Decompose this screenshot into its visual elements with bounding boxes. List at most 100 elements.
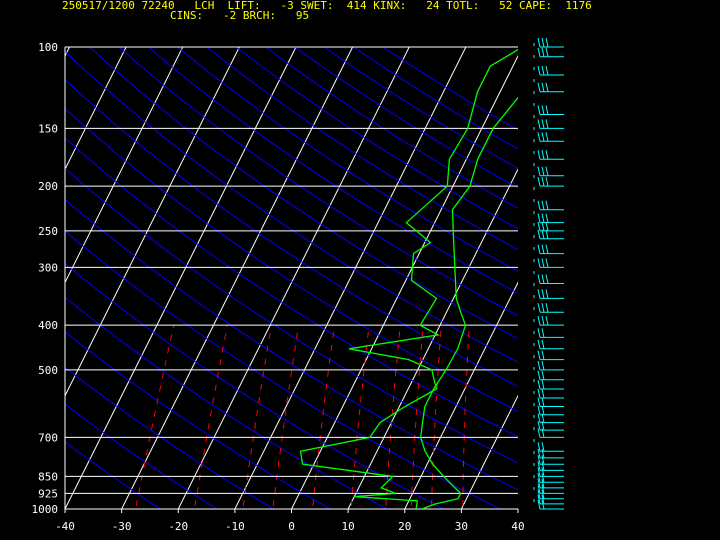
wind-barb-feather [541, 370, 545, 380]
isotherm-line [0, 26, 23, 519]
dry-adiabat-line [118, 47, 518, 317]
wind-barb-feather [545, 258, 549, 268]
wind-barb-feather [537, 360, 541, 371]
wind-barb-feather [545, 200, 549, 210]
wind-barb-feather [537, 494, 541, 505]
wind-barb-feather [545, 244, 549, 254]
mixing-ratio-line [312, 325, 335, 509]
wind-barb-feather [545, 65, 549, 76]
wind-barb [537, 388, 564, 399]
wind-barb [537, 258, 564, 268]
wind-barb-feather [537, 448, 541, 458]
wind-barb-feather [537, 221, 541, 231]
dewpoint-profile-line [299, 48, 518, 509]
wind-barb-feather [541, 37, 545, 48]
isotherm-line [404, 281, 518, 509]
isotherm-line [121, 47, 354, 509]
wind-barb-feather [537, 405, 541, 415]
wind-barb [537, 200, 564, 211]
wind-barb-feather [541, 489, 545, 499]
wind-barb-feather [541, 150, 545, 160]
mixing-ratio-lines [135, 325, 470, 509]
wind-barb [537, 467, 564, 477]
pressure-tick-label: 700 [38, 431, 58, 444]
isotherm-line [65, 47, 127, 171]
wind-barb [537, 176, 564, 187]
isotherm-line [460, 394, 518, 509]
wind-barb [537, 489, 564, 500]
pressure-tick-label: 100 [38, 41, 58, 54]
wind-barb-feather [537, 258, 541, 268]
wind-barb-feather [541, 176, 545, 187]
mixing-ratio-line [193, 325, 228, 509]
wind-barb [537, 82, 564, 93]
wind-barb-feather [541, 360, 545, 371]
isotherm-line [290, 54, 518, 509]
wind-barb-feather [541, 200, 545, 210]
wind-barb-feather [541, 303, 545, 313]
isotherm-line [177, 47, 410, 509]
wind-barb-feather [537, 421, 541, 431]
wind-barb [537, 119, 564, 129]
wind-barb [537, 484, 564, 494]
wind-barb [537, 132, 564, 142]
wind-barb-feather [537, 455, 541, 465]
mixing-ratio-line [462, 325, 470, 509]
temperature-tick-label: 20 [398, 520, 411, 533]
wind-barb [537, 473, 564, 483]
temperature-axis-labels: -40 -30 -20 -10 0 10 20 30 40 [55, 509, 525, 533]
dry-adiabat-line [381, 47, 518, 131]
sounding-indices-header: 250517/1200 72240 LCH LIFT: -3 SWET: 414… [62, 0, 592, 12]
wind-barb-feather [545, 303, 549, 313]
wind-barb-feather [541, 132, 545, 142]
wind-barb-feather [541, 82, 545, 92]
wind-barb [537, 105, 564, 116]
wind-barb [537, 244, 564, 255]
wind-barb-feather [537, 442, 541, 452]
wind-barb-feather [541, 388, 545, 399]
mixing-ratio-line [272, 325, 300, 509]
wind-barb-feather [541, 379, 545, 390]
wind-barb-feather [545, 316, 549, 326]
wind-barb [537, 448, 564, 459]
wind-barb [537, 289, 564, 299]
wind-barb-feather [541, 47, 545, 57]
pressure-axis-labels: 100 150 200 250 300 400 500 700 850 925 1000 [32, 41, 59, 516]
dry-adiabat-line [206, 47, 518, 251]
dry-adiabat-line [65, 403, 218, 509]
wind-barb-feather [545, 289, 549, 299]
wind-barb [537, 213, 564, 224]
wind-barb-feather [541, 316, 545, 326]
pressure-tick-label: 150 [38, 122, 58, 135]
temperature-tick-label: -10 [225, 520, 245, 533]
wind-barb-feather [537, 397, 541, 407]
wind-barb-feather [545, 105, 549, 115]
wind-barb-feather [541, 244, 545, 254]
wind-barbs [533, 37, 564, 510]
wind-barb-feather [541, 221, 545, 231]
pressure-tick-label: 200 [38, 180, 58, 193]
wind-barb-feather [541, 494, 545, 505]
wind-barb-feather [541, 405, 545, 415]
dry-adiabat-line [65, 366, 275, 509]
wind-barb-feather [545, 47, 549, 57]
wind-barb [537, 303, 564, 313]
wind-barb-feather [541, 274, 545, 284]
wind-barb-feather [541, 448, 545, 458]
sounding-indices-header-2: CINS: -2 BRCH: 95 [170, 9, 310, 22]
wind-barb-feather [537, 428, 541, 438]
wind-barb-feather [545, 119, 549, 129]
sounding-profiles [299, 48, 518, 509]
temperature-tick-label: 0 [288, 520, 295, 533]
pressure-tick-label: 300 [38, 261, 58, 274]
wind-barb [537, 360, 564, 371]
wind-barb-feather [545, 176, 549, 187]
temperature-tick-label: 40 [511, 520, 524, 533]
wind-barb-feather [541, 328, 545, 338]
wind-barb-feather [541, 166, 545, 176]
wind-barb-feather [541, 339, 545, 349]
wind-barb [537, 221, 564, 232]
wind-barb-feather [545, 132, 549, 142]
wind-barb [537, 47, 564, 58]
temperature-tick-label: -20 [168, 520, 188, 533]
